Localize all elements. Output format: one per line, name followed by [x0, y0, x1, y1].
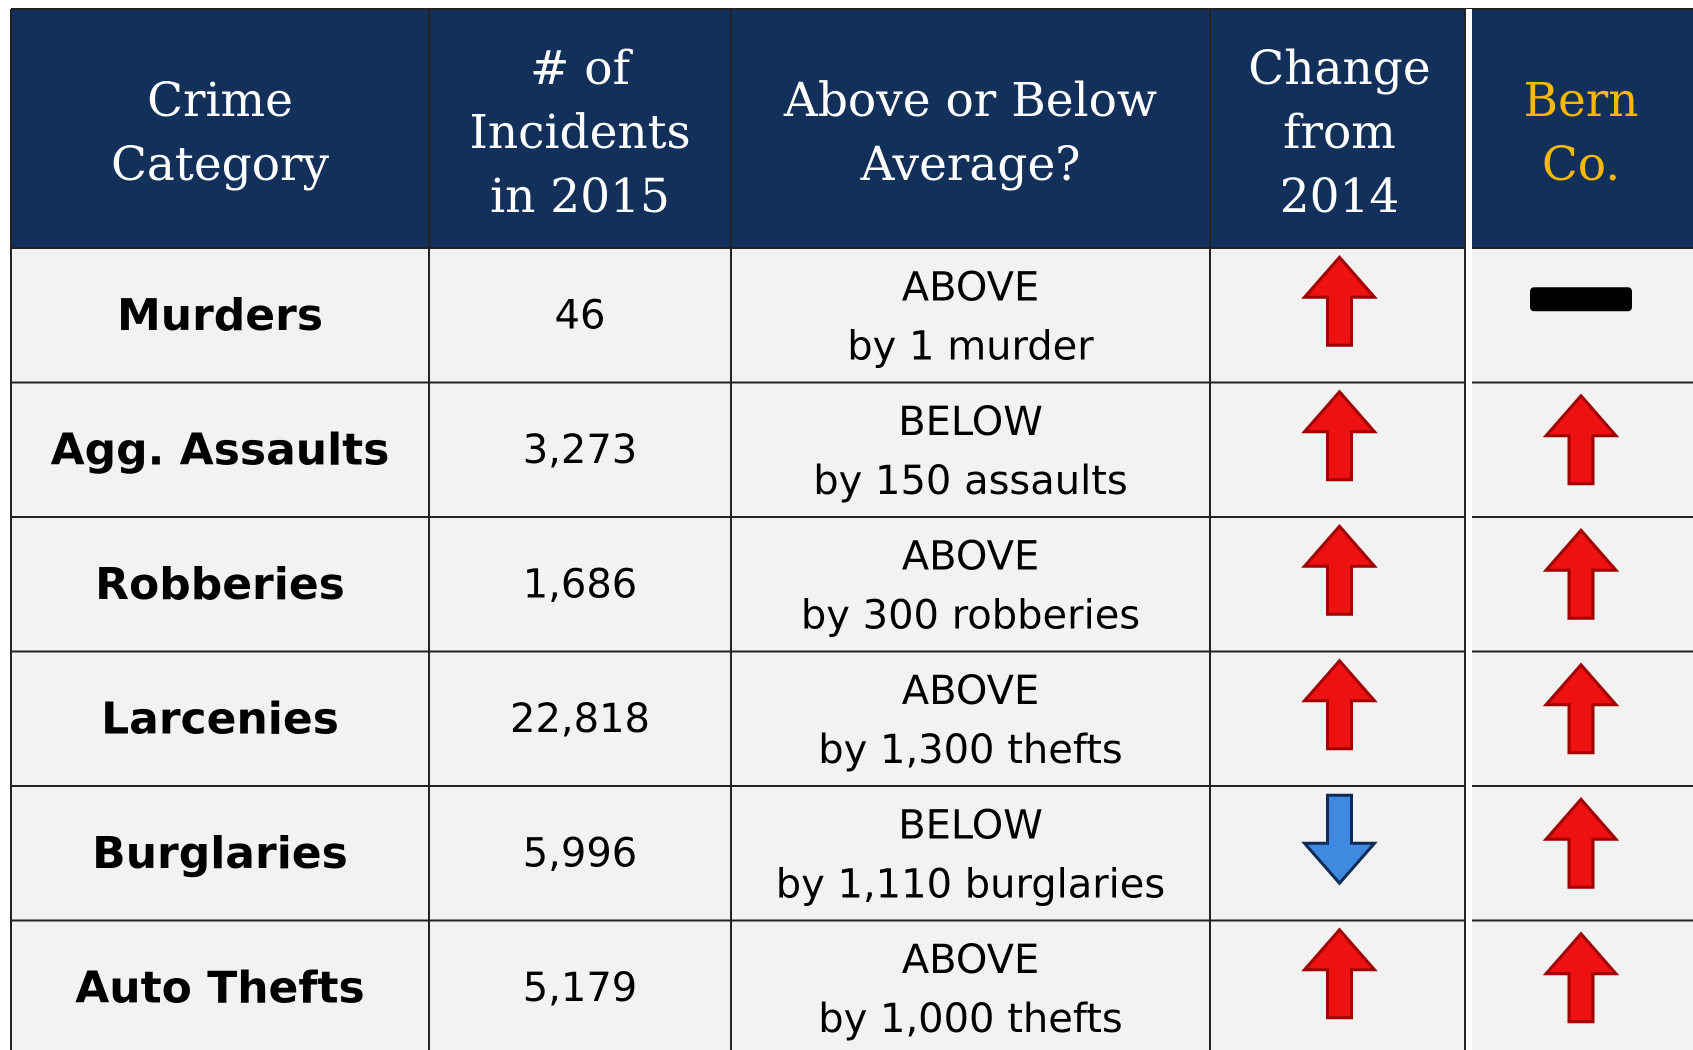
comparison-cell: by 1,110 burglaries: [776, 861, 1166, 907]
header-cell: Average?: [860, 137, 1081, 192]
category-cell: Burglaries: [92, 828, 348, 879]
comparison-cell: by 1 murder: [847, 323, 1094, 369]
comparison-cell: ABOVE: [902, 533, 1040, 579]
incidents-cell: 46: [555, 292, 606, 338]
change-arrow: [1301, 254, 1378, 347]
change-arrow: [1301, 389, 1378, 482]
comparison-cell: by 1,300 thefts: [818, 727, 1123, 773]
change-arrow: [1301, 793, 1378, 886]
comparison-cell: by 150 assaults: [813, 458, 1128, 504]
change-arrow: [1301, 927, 1378, 1020]
header-bg: [11, 9, 1693, 248]
incidents-cell: 22,818: [510, 696, 650, 742]
bern-indicator: [1542, 527, 1620, 620]
comparison-cell: by 300 robberies: [801, 592, 1140, 638]
category-cell: Murders: [117, 290, 323, 341]
comparison-cell: BELOW: [898, 802, 1043, 848]
header-cell: Co.: [1542, 137, 1620, 192]
header-cell: Category: [111, 137, 330, 192]
change-arrow: [1301, 658, 1378, 751]
bern-indicator: [1542, 662, 1620, 755]
header-cell: from: [1283, 105, 1396, 160]
header-cell: 2014: [1280, 169, 1400, 224]
comparison-cell: ABOVE: [902, 937, 1040, 983]
incidents-cell: 5,996: [523, 830, 638, 876]
comparison-cell: ABOVE: [902, 668, 1040, 714]
comparison-cell: ABOVE: [902, 264, 1040, 310]
comparison-cell: BELOW: [898, 399, 1043, 445]
header-cell: Change: [1248, 41, 1430, 96]
bern-indicator: [1542, 796, 1620, 889]
header-cell: in 2015: [490, 169, 670, 224]
category-cell: Agg. Assaults: [51, 424, 390, 475]
bern-indicator: [1542, 931, 1620, 1024]
bern-indicator: [1542, 393, 1620, 486]
category-cell: Larcenies: [101, 693, 339, 744]
bern-indicator: [1530, 287, 1632, 312]
comparison-cell: by 1,000 thefts: [818, 996, 1123, 1042]
header-cell: Crime: [147, 73, 293, 128]
header-cell: Above or Below: [783, 73, 1157, 128]
category-cell: Auto Thefts: [75, 962, 365, 1013]
header-cell: Incidents: [469, 105, 690, 160]
change-arrow: [1301, 523, 1378, 616]
category-cell: Robberies: [95, 559, 345, 610]
header-cell: Bern: [1523, 73, 1638, 128]
incidents-cell: 3,273: [523, 427, 638, 473]
header-cell: # of: [530, 41, 634, 96]
incidents-cell: 5,179: [523, 965, 638, 1011]
incidents-cell: 1,686: [523, 561, 638, 607]
